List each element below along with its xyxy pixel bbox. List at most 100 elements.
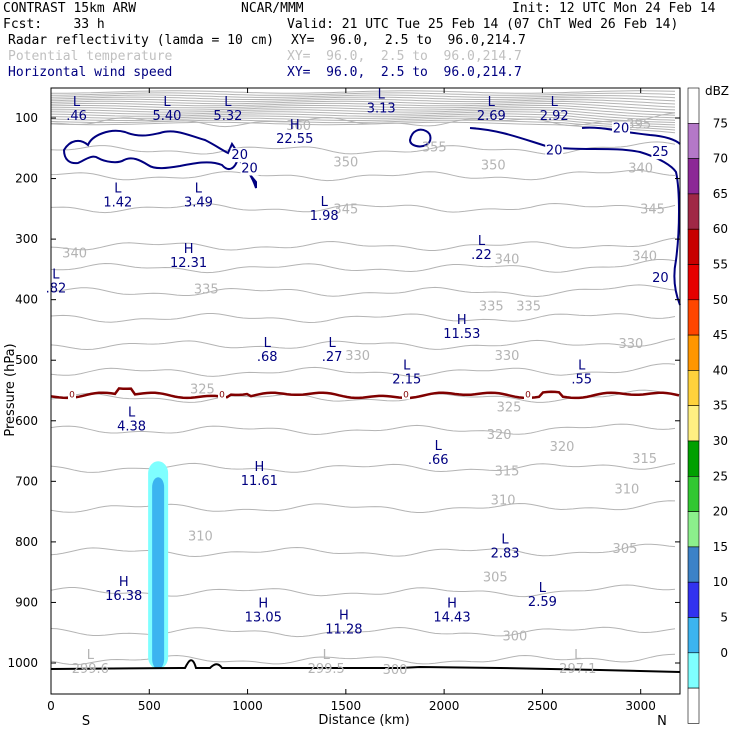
center-type: L <box>323 648 331 663</box>
theta-contour <box>50 113 676 123</box>
colorbar-label: 5 <box>720 611 728 625</box>
center-value: 297.1 <box>559 662 596 677</box>
theta-contour <box>50 92 676 96</box>
y-tick-label: 100 <box>15 111 38 125</box>
valid-time: Valid: 21 UTC Tue 25 Feb 14 (07 ChT Wed … <box>287 17 679 32</box>
init-time: Init: 12 UTC Mon 24 Feb 14 <box>512 1 716 16</box>
x-tick-label: 500 <box>138 699 161 713</box>
center-type: H <box>258 596 268 611</box>
colorbar-cell <box>687 228 700 265</box>
center-value: 12.31 <box>170 256 207 271</box>
theta-label: 310 <box>615 482 640 497</box>
theta-label: 315 <box>495 464 520 479</box>
wind-label-bg <box>612 121 631 136</box>
theta-label: 345 <box>640 203 665 218</box>
center-type: L <box>73 95 81 110</box>
theta-contour <box>50 259 676 274</box>
center-type: H <box>457 313 467 328</box>
freezing-level-label: 0 <box>69 390 75 400</box>
theta-label: 300 <box>383 663 408 678</box>
theta-contour <box>50 100 676 108</box>
center-type: H <box>119 575 129 590</box>
center-value: 11.61 <box>241 474 278 489</box>
theta-contour <box>50 284 676 298</box>
center-value: 13.05 <box>245 610 282 625</box>
freezing-label-bg <box>218 389 226 400</box>
center-type: L <box>264 336 272 351</box>
colorbar-title: dBZ <box>705 84 729 98</box>
colorbar-label: 35 <box>713 399 728 413</box>
x-tick-label: 2000 <box>429 699 460 713</box>
theta-label: 335 <box>479 300 504 315</box>
center-label: NCAR/MMM <box>241 1 304 16</box>
x-end-label-left: S <box>82 714 90 729</box>
center-type: L <box>128 406 136 421</box>
freezing-level-label: 0 <box>219 390 225 400</box>
theta-label: 350 <box>333 155 358 170</box>
wind-label-bg <box>651 145 670 160</box>
colorbar-cell <box>687 193 700 230</box>
colorbar-label: 45 <box>713 328 728 342</box>
freezing-label-bg <box>524 389 532 400</box>
theta-contour <box>50 237 676 251</box>
wind-label-bg <box>240 161 259 176</box>
field-reflectivity: Radar reflectivity (lamda = 10 cm) <box>8 33 275 48</box>
wind-label: 25 <box>652 145 669 160</box>
theta-label: 345 <box>333 203 358 218</box>
model-title: CONTRAST 15km ARW <box>3 1 137 16</box>
center-type: L <box>539 581 547 596</box>
theta-contour <box>50 119 676 131</box>
theta-label: 310 <box>491 493 516 508</box>
center-value: 1.42 <box>103 195 132 210</box>
wind-label-bg <box>230 148 249 163</box>
theta-contour <box>50 543 676 558</box>
wind-label-bg <box>545 143 564 158</box>
x-tick-label: 1000 <box>232 699 263 713</box>
reflectivity-shading <box>148 461 169 670</box>
theta-contour <box>50 584 676 598</box>
center-type: L <box>224 95 232 110</box>
y-tick-label: 500 <box>15 353 38 367</box>
colorbar-label: 10 <box>713 575 728 589</box>
wind-label-bg <box>651 271 670 286</box>
center-type: L <box>578 358 586 373</box>
center-value: 3.49 <box>184 195 213 210</box>
theta-label: 330 <box>618 337 643 352</box>
center-value: 16.38 <box>105 589 142 604</box>
freezing-level-label: 0 <box>525 390 531 400</box>
theta-label: 335 <box>194 283 219 298</box>
center-value: .55 <box>571 372 592 387</box>
theta-label: 340 <box>495 252 520 267</box>
theta-label: 305 <box>483 570 508 585</box>
center-type: L <box>52 267 60 282</box>
ground-line <box>50 659 681 673</box>
center-value: .66 <box>428 453 449 468</box>
wind-contour <box>62 129 257 189</box>
y-tick-label: 200 <box>15 172 38 186</box>
center-value: 22.55 <box>276 132 313 147</box>
theta-label: 340 <box>628 162 653 177</box>
center-value: .82 <box>46 281 67 296</box>
y-tick-label: 900 <box>15 595 38 609</box>
x-tick-label: 1500 <box>331 699 362 713</box>
theta-contour <box>50 169 676 182</box>
center-value: 5.40 <box>152 109 181 124</box>
wind-label: 20 <box>613 122 630 137</box>
center-value: 11.53 <box>443 327 480 342</box>
theta-label: 325 <box>497 401 522 416</box>
wind-label: 20 <box>546 143 563 158</box>
x-tick-label: 0 <box>47 699 55 713</box>
theta-label: 360 <box>286 119 311 134</box>
x-tick-label: 2500 <box>527 699 558 713</box>
center-value: 2.15 <box>392 372 421 387</box>
theta-label: 340 <box>632 249 657 264</box>
center-type: L <box>195 181 203 196</box>
ground-contour <box>50 659 681 673</box>
colorbar-label: 60 <box>713 222 728 236</box>
theta-contour <box>50 313 676 324</box>
center-type: L <box>163 95 171 110</box>
colorbar-label: 50 <box>713 293 728 307</box>
center-value: .22 <box>471 248 492 263</box>
